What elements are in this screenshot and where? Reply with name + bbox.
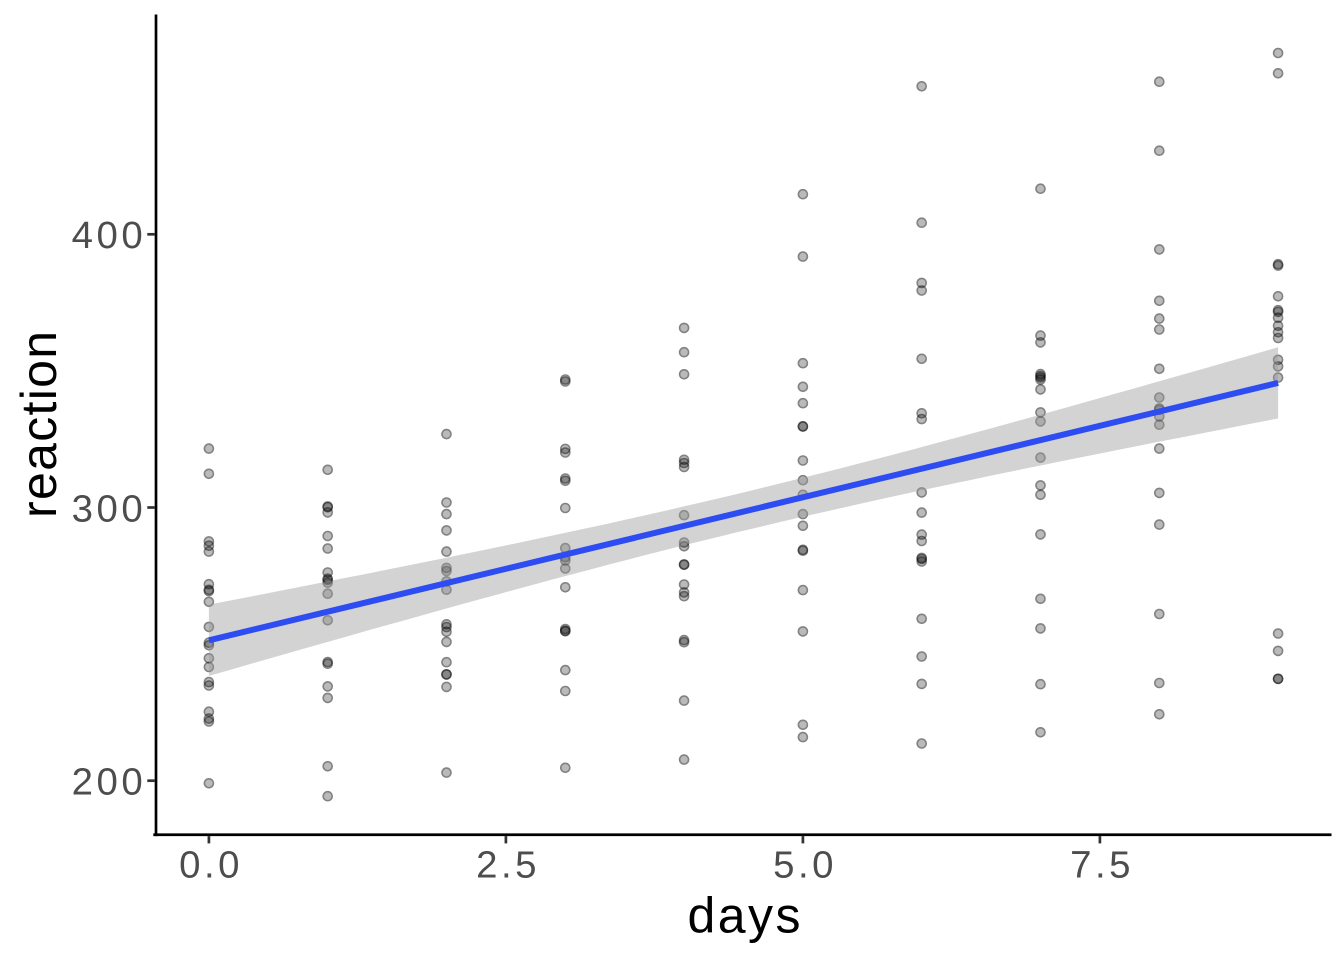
svg-text:400: 400 — [72, 214, 147, 257]
svg-text:0.0: 0.0 — [179, 844, 243, 887]
svg-text:2.5: 2.5 — [476, 844, 540, 887]
svg-text:reaction: reaction — [11, 330, 67, 518]
svg-text:300: 300 — [72, 487, 147, 530]
svg-text:200: 200 — [72, 761, 147, 804]
svg-text:7.5: 7.5 — [1070, 844, 1134, 887]
svg-text:days: days — [687, 888, 802, 944]
svg-text:5.0: 5.0 — [773, 844, 837, 887]
